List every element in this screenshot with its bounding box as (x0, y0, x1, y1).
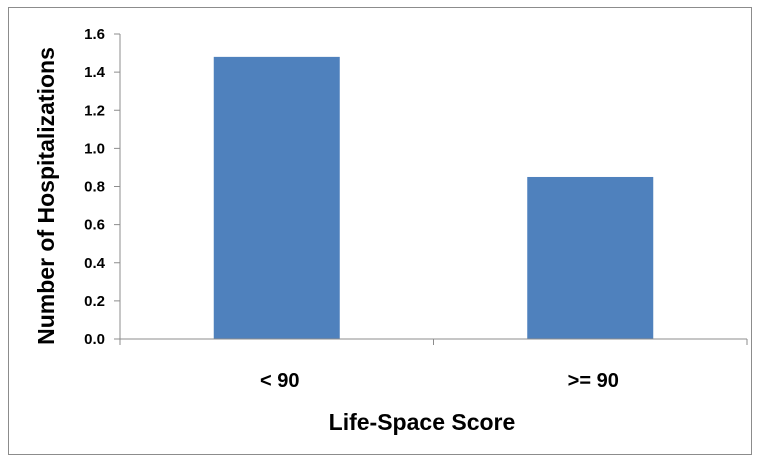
y-tick-label: 1.4 (84, 64, 106, 81)
y-tick-label: 0.8 (84, 179, 105, 196)
y-tick-label: 0.2 (84, 293, 105, 310)
x-axis-category-labels: < 90 >= 90 (260, 370, 619, 392)
y-axis-ticks (114, 33, 120, 340)
bars (213, 56, 654, 339)
x-category-label: >= 90 (568, 370, 619, 392)
y-tick-label: 0.0 (84, 331, 105, 348)
bar (213, 56, 340, 339)
bar (527, 176, 654, 339)
y-tick-label: 0.4 (84, 255, 106, 272)
y-tick-label: 1.2 (84, 102, 105, 119)
x-category-label: < 90 (260, 370, 299, 392)
y-tick-label: 1.6 (84, 26, 105, 43)
y-axis-title: Number of Hospitalizations (33, 47, 59, 345)
y-axis-tick-labels: 0.0 0.2 0.4 0.6 0.8 1.0 1.2 1.4 1.6 (84, 26, 106, 348)
y-tick-label: 1.0 (84, 140, 105, 157)
x-axis-ticks (119, 339, 748, 345)
x-axis-title: Life-Space Score (329, 409, 516, 435)
y-tick-label: 0.6 (84, 217, 105, 234)
